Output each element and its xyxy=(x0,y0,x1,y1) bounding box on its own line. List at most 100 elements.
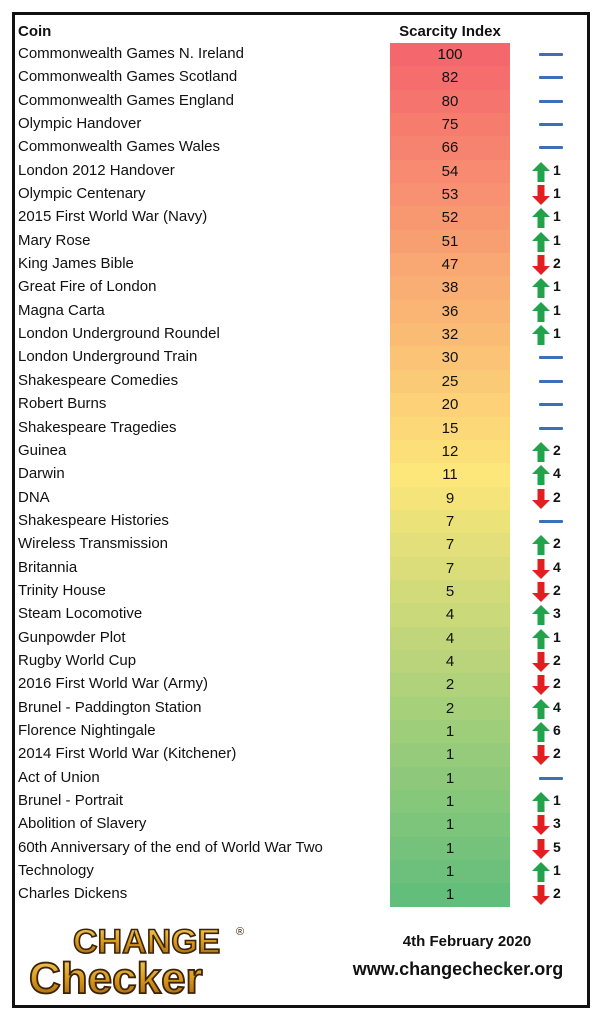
scarcity-score-cell: 15 xyxy=(390,416,510,440)
coin-name: 2016 First World War (Army) xyxy=(18,675,209,693)
up-arrow-icon xyxy=(532,441,550,462)
coin-name: Gunpowder Plot xyxy=(18,628,126,646)
website-link[interactable]: www.changechecker.org xyxy=(352,959,564,979)
rank-change-value: 1 xyxy=(553,161,561,178)
trend-indicator: 4 xyxy=(525,463,585,486)
report-date: 4th February 2020 xyxy=(402,933,532,950)
coin-name: 2015 First World War (Navy) xyxy=(18,208,208,226)
up-arrow-icon xyxy=(532,325,550,346)
table-row: 60th Anniversary of the end of World War… xyxy=(15,836,587,861)
table-row: Rugby World Cup 4 2 xyxy=(15,649,587,674)
scarcity-score-cell: 5 xyxy=(390,579,510,604)
scarcity-score-cell: 1 xyxy=(390,836,510,861)
scarcity-score-cell: 80 xyxy=(390,89,510,114)
up-arrow-icon xyxy=(532,231,550,252)
table-row: Gunpowder Plot 4 1 xyxy=(15,626,587,650)
trend-indicator: 1 xyxy=(525,230,585,253)
no-change-dash-icon xyxy=(539,379,563,383)
scarcity-score-cell: 12 xyxy=(390,439,510,464)
down-arrow-icon xyxy=(532,488,550,509)
trend-indicator: 2 xyxy=(525,580,585,603)
coin-name: 60th Anniversary of the end of World War… xyxy=(18,838,323,856)
rank-change-value: 6 xyxy=(553,721,561,738)
coin-name: Great Fire of London xyxy=(18,278,157,296)
rank-change-value: 1 xyxy=(553,862,561,879)
rank-change-value: 2 xyxy=(553,885,561,902)
rank-change-value: 1 xyxy=(553,628,561,645)
coin-name: King James Bible xyxy=(18,255,134,273)
trend-indicator: 3 xyxy=(525,813,585,836)
up-arrow-icon xyxy=(532,792,550,812)
table-row: 2015 First World War (Navy) 52 1 xyxy=(15,206,587,230)
table-row: Florence Nightingale 1 6 xyxy=(15,719,587,744)
trend-indicator: 2 xyxy=(525,440,585,463)
scarcity-score-cell: 100 xyxy=(390,43,510,67)
table-row: Great Fire of London 38 1 xyxy=(15,276,587,300)
rank-change-value: 1 xyxy=(553,301,561,318)
scarcity-score-cell: 1 xyxy=(390,766,510,790)
table-row: Shakespeare Comedies 25 xyxy=(15,369,587,394)
up-arrow-icon xyxy=(532,278,550,299)
scarcity-column-header: Scarcity Index xyxy=(399,23,501,40)
rank-change-value: 4 xyxy=(553,558,561,575)
coin-name: Commonwealth Games Wales xyxy=(18,138,221,156)
down-arrow-icon xyxy=(532,885,550,906)
no-change-dash-icon xyxy=(539,426,563,430)
up-arrow-icon xyxy=(532,301,550,322)
rank-change-value: 1 xyxy=(553,185,561,202)
up-arrow-icon xyxy=(532,208,550,229)
table-row: Act of Union 1 xyxy=(15,766,587,790)
down-arrow-icon xyxy=(532,745,550,766)
up-arrow-icon xyxy=(532,698,550,719)
no-change-dash-icon xyxy=(539,123,563,127)
coin-name: Commonwealth Games England xyxy=(18,91,234,109)
coin-name: Charles Dickens xyxy=(18,885,128,903)
table-row: Steam Locomotive 4 3 xyxy=(15,603,587,627)
scarcity-score-cell: 47 xyxy=(390,253,510,277)
coin-name: London Underground Train xyxy=(18,348,198,366)
table-row: Magna Carta 36 1 xyxy=(15,299,587,324)
rank-change-value: 1 xyxy=(553,325,561,342)
change-checker-logo: CHANGE ® Checker xyxy=(28,922,244,999)
up-arrow-icon xyxy=(532,628,550,649)
trend-indicator xyxy=(525,370,585,393)
trend-indicator xyxy=(525,113,585,136)
up-arrow-icon xyxy=(532,465,550,486)
up-arrow-icon xyxy=(532,161,550,182)
rank-change-value: 2 xyxy=(553,255,561,272)
trend-indicator: 1 xyxy=(525,860,585,883)
trend-indicator: 5 xyxy=(525,837,585,860)
up-arrow-icon xyxy=(532,721,550,742)
coin-name: 2014 First World War (Kitchener) xyxy=(18,745,237,763)
coin-name: DNA xyxy=(18,488,50,506)
coin-name: Florence Nightingale xyxy=(18,721,156,739)
trend-indicator: 3 xyxy=(525,603,585,626)
table-row: Shakespeare Histories 7 xyxy=(15,509,587,534)
scarcity-score-cell: 4 xyxy=(390,626,510,650)
trend-indicator xyxy=(525,346,585,369)
trend-indicator xyxy=(525,417,585,440)
trend-indicator: 1 xyxy=(525,160,585,183)
table-row: Mary Rose 51 1 xyxy=(15,229,587,254)
trend-indicator xyxy=(525,90,585,113)
trend-indicator: 1 xyxy=(525,790,585,813)
trend-indicator xyxy=(525,66,585,89)
up-arrow-icon xyxy=(532,535,550,556)
rank-change-value: 2 xyxy=(553,441,561,458)
rank-change-value: 1 xyxy=(553,231,561,248)
trend-indicator: 6 xyxy=(525,720,585,743)
table-row: Abolition of Slavery 1 3 xyxy=(15,813,587,837)
down-arrow-icon xyxy=(532,581,550,602)
table-row: Wireless Transmission 7 2 xyxy=(15,533,587,557)
scarcity-score-cell: 1 xyxy=(390,790,510,814)
table-row: London Underground Roundel 32 1 xyxy=(15,323,587,347)
scarcity-score-cell: 4 xyxy=(390,603,510,627)
up-arrow-icon xyxy=(532,862,550,883)
coin-name: Darwin xyxy=(18,465,65,483)
trend-indicator: 1 xyxy=(525,323,585,346)
no-change-dash-icon xyxy=(539,519,563,523)
trend-indicator xyxy=(525,510,585,533)
scarcity-score-cell: 36 xyxy=(390,299,510,324)
scarcity-score-cell: 7 xyxy=(390,533,510,557)
trend-indicator: 2 xyxy=(525,673,585,696)
